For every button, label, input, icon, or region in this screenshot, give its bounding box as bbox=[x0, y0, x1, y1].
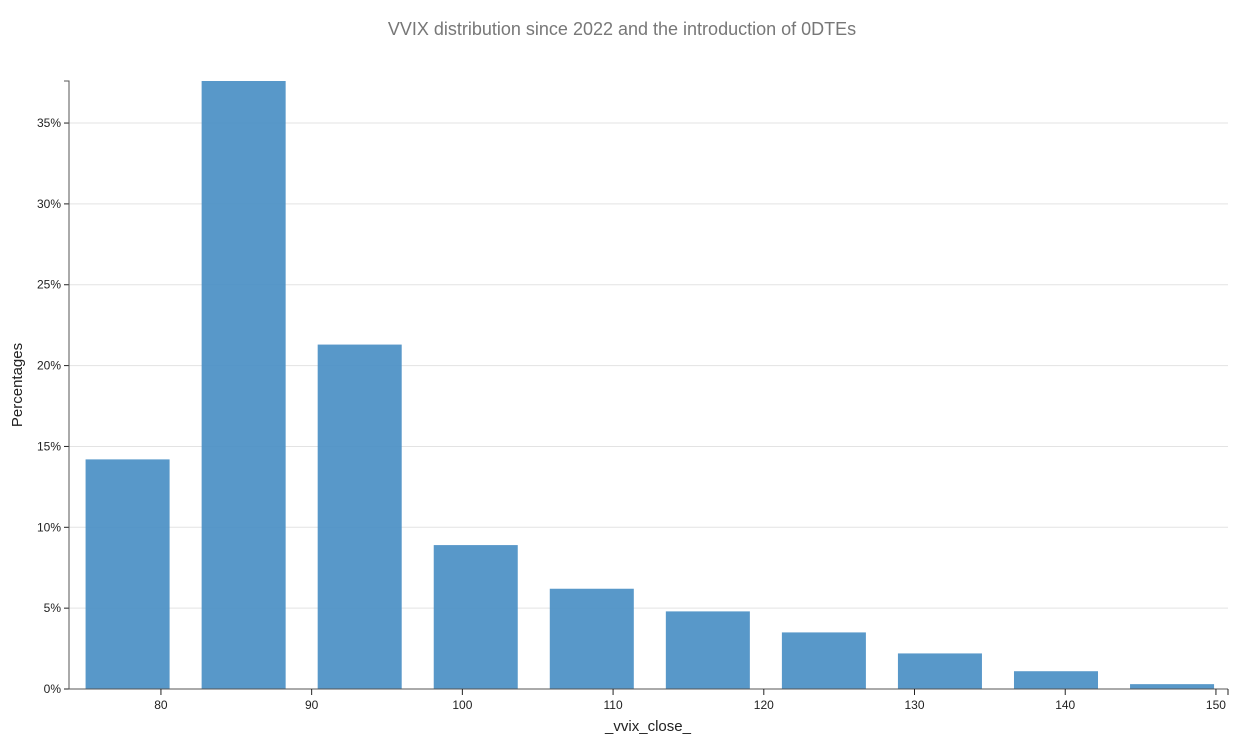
x-axis-label: _vvix_close_ bbox=[604, 718, 692, 735]
y-tick-label: 30% bbox=[37, 197, 61, 211]
chart-title: VVIX distribution since 2022 and the int… bbox=[388, 19, 856, 39]
y-tick-label: 35% bbox=[37, 116, 61, 130]
histogram-bar bbox=[897, 653, 982, 689]
y-tick-label: 0% bbox=[44, 682, 62, 696]
x-tick-label: 140 bbox=[1055, 698, 1075, 712]
x-tick-label: 100 bbox=[452, 698, 472, 712]
x-tick-label: 120 bbox=[754, 698, 774, 712]
axis-lines bbox=[64, 80, 1228, 690]
x-tick-label: 130 bbox=[904, 698, 924, 712]
histogram-bar bbox=[781, 632, 866, 689]
histogram-bar bbox=[549, 588, 634, 689]
histogram-bar bbox=[85, 459, 170, 689]
bars bbox=[85, 81, 1215, 689]
x-tick-label: 110 bbox=[604, 698, 623, 712]
histogram-bar bbox=[665, 611, 750, 689]
histogram-bar bbox=[1013, 671, 1099, 689]
x-tick-label: 80 bbox=[154, 698, 168, 712]
histogram-bar bbox=[1130, 684, 1215, 689]
y-tick-label: 15% bbox=[37, 439, 61, 453]
y-tick-label: 20% bbox=[37, 359, 61, 373]
x-tick-label: 90 bbox=[305, 698, 319, 712]
y-tick-label: 10% bbox=[37, 520, 61, 534]
axes: 0% 5% 10% 15% 20% 25% 30% 35% 80 90 100 110 120 130 14… bbox=[37, 80, 1229, 712]
y-tick-label: 25% bbox=[37, 278, 61, 292]
y-axis-label: Percentages bbox=[9, 343, 26, 427]
y-tick-label: 5% bbox=[44, 601, 62, 615]
histogram-bar bbox=[433, 545, 518, 689]
x-tick-label: 150 bbox=[1206, 698, 1226, 712]
histogram-bar bbox=[317, 344, 402, 689]
histogram-bar bbox=[201, 81, 286, 689]
